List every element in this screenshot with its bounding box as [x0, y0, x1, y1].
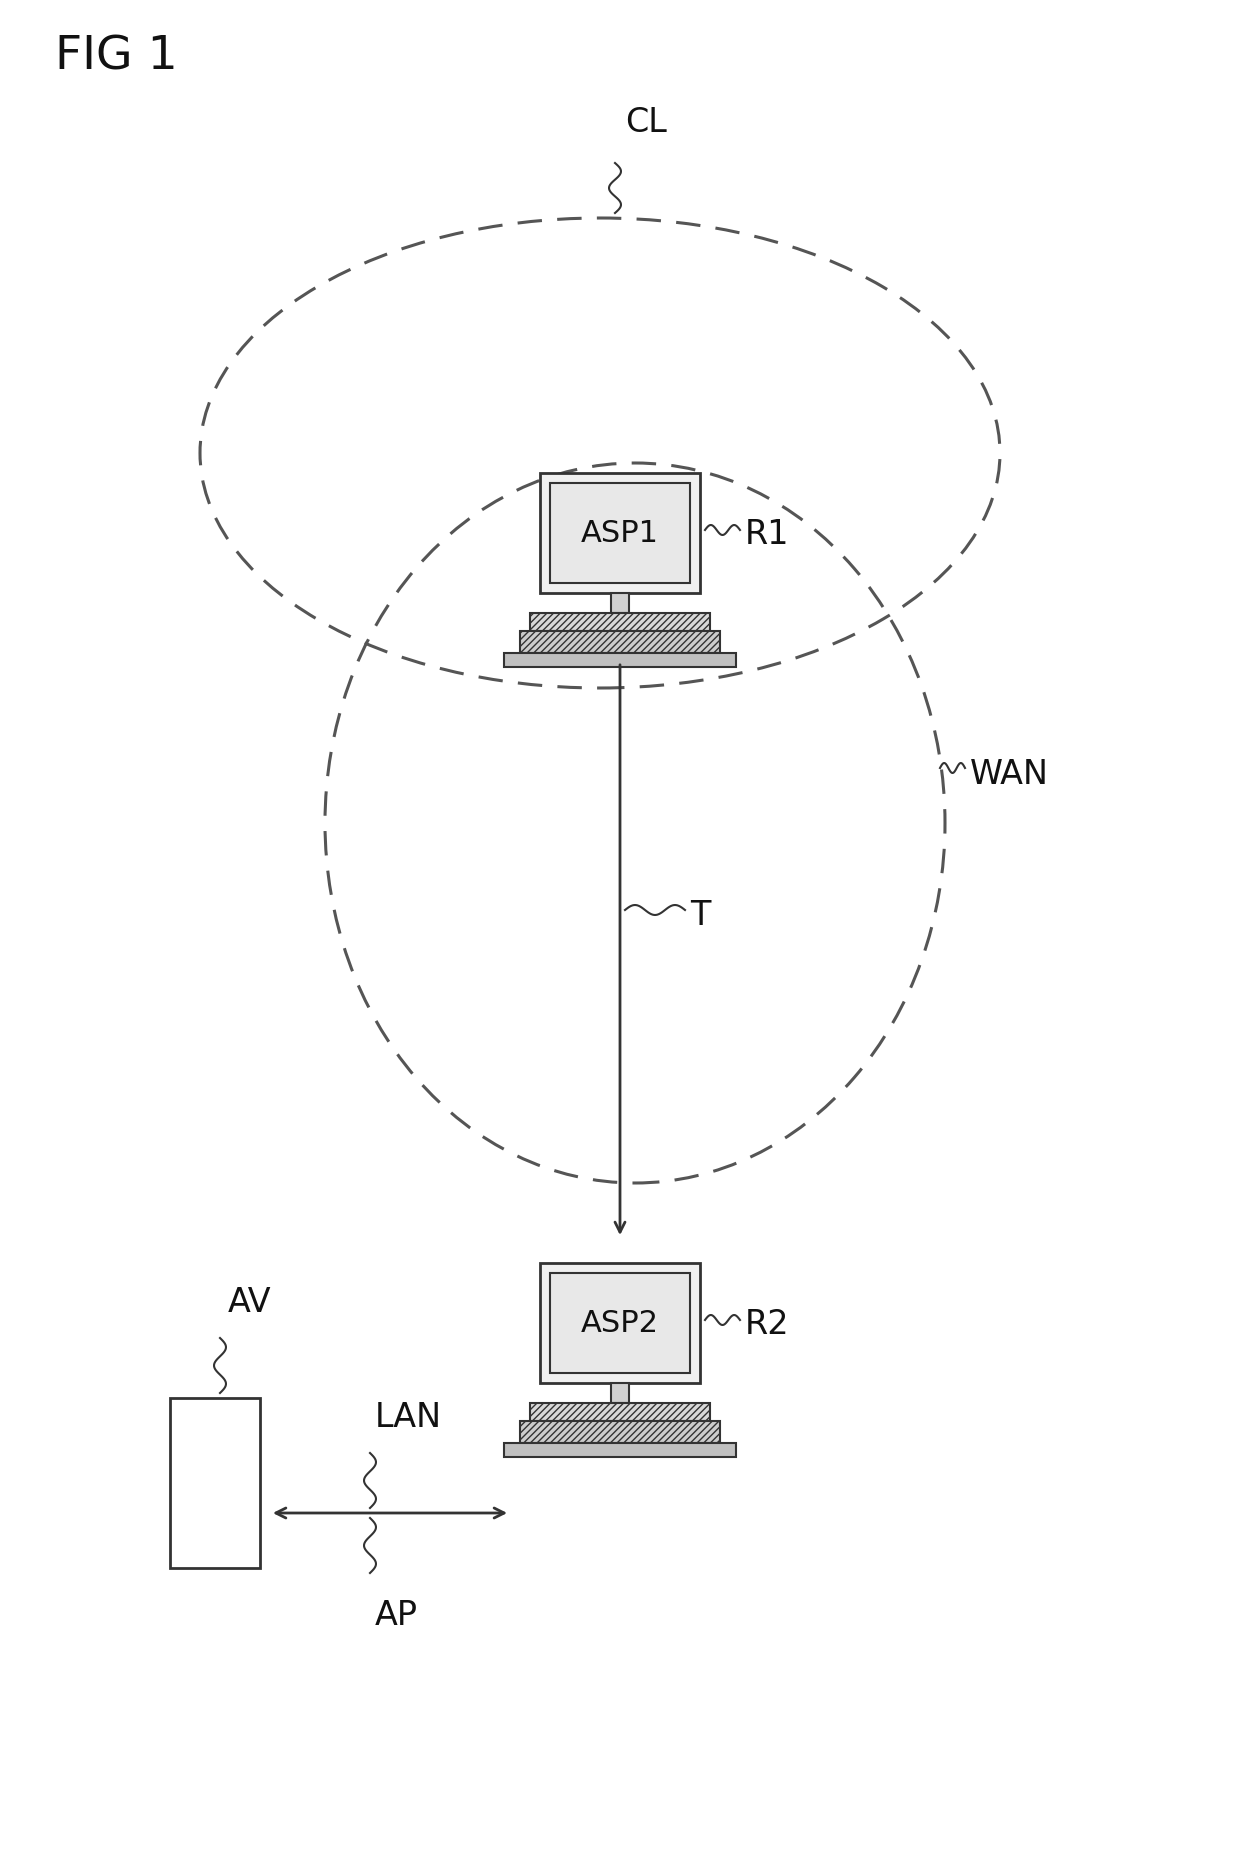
Text: R2: R2 [745, 1307, 790, 1339]
FancyBboxPatch shape [539, 474, 701, 594]
Text: WAN: WAN [970, 757, 1049, 790]
Text: ASP1: ASP1 [582, 519, 658, 549]
Text: FIG 1: FIG 1 [55, 34, 177, 79]
FancyBboxPatch shape [520, 631, 720, 654]
FancyBboxPatch shape [539, 1262, 701, 1384]
Text: ASP2: ASP2 [582, 1309, 658, 1337]
Text: R1: R1 [745, 517, 790, 551]
Text: AP: AP [374, 1598, 418, 1631]
Text: CL: CL [625, 107, 667, 139]
Text: T: T [689, 899, 711, 933]
FancyBboxPatch shape [170, 1399, 260, 1568]
FancyBboxPatch shape [529, 1403, 711, 1422]
FancyBboxPatch shape [551, 1274, 689, 1373]
Text: AV: AV [228, 1285, 272, 1319]
FancyBboxPatch shape [529, 614, 711, 631]
FancyBboxPatch shape [503, 654, 737, 667]
FancyBboxPatch shape [551, 483, 689, 584]
Text: LAN: LAN [374, 1401, 443, 1433]
FancyBboxPatch shape [611, 1384, 629, 1403]
FancyBboxPatch shape [520, 1422, 720, 1444]
FancyBboxPatch shape [611, 594, 629, 614]
FancyBboxPatch shape [503, 1444, 737, 1457]
